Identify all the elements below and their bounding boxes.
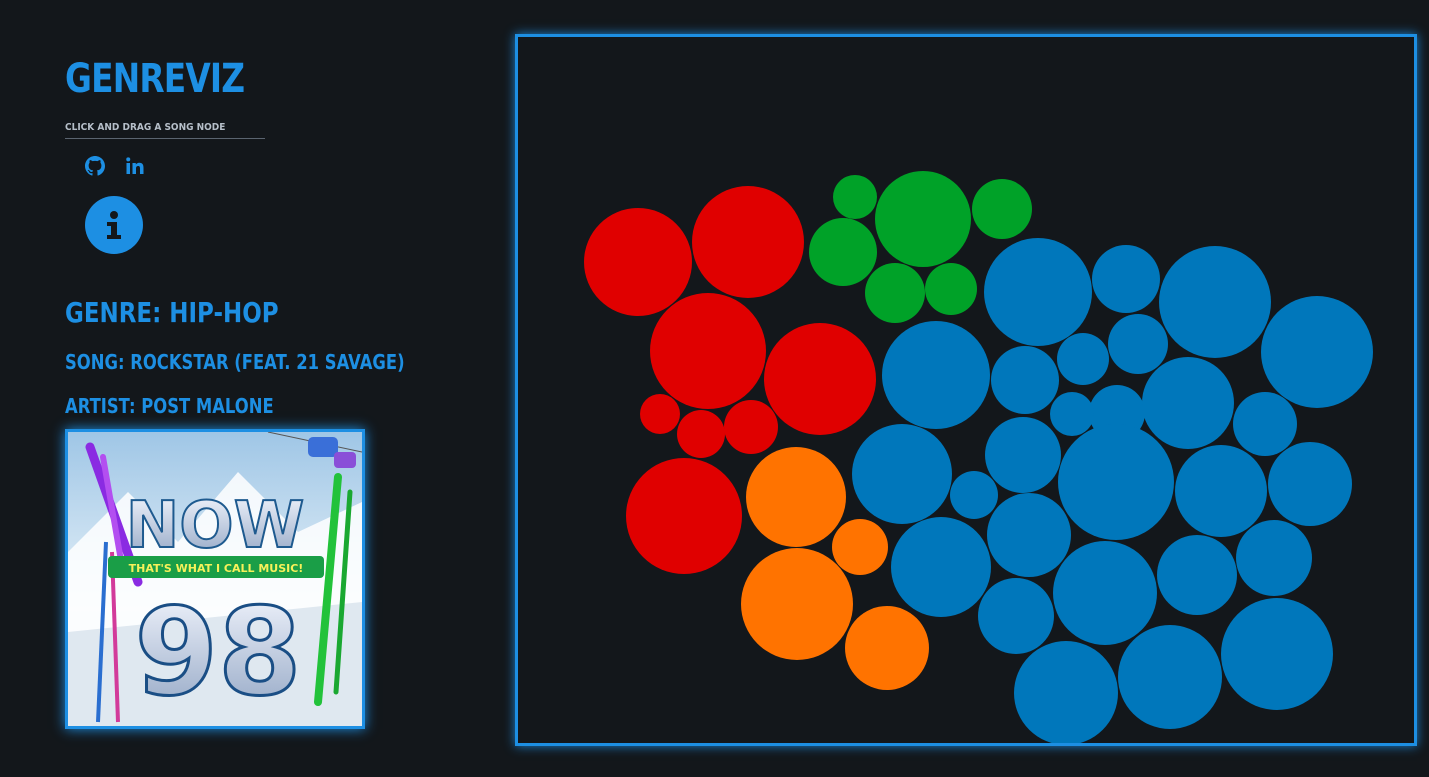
song-node-orange-group-2[interactable] (832, 519, 888, 575)
song-node-blue-group-2[interactable] (1092, 245, 1160, 313)
song-node-blue-group-10[interactable] (1142, 357, 1234, 449)
song-node-blue-group-11[interactable] (1233, 392, 1297, 456)
song-node-blue-group-8[interactable] (1108, 314, 1168, 374)
song-node-blue-group-6[interactable] (991, 346, 1059, 414)
song-node-orange-group-4[interactable] (845, 606, 929, 690)
song-node-green-group-1[interactable] (833, 175, 877, 219)
song-node-blue-group-7[interactable] (1057, 333, 1109, 385)
album-cover: NOW THAT'S WHAT I CALL MUSIC! 98 (65, 429, 365, 729)
linkedin-link[interactable] (125, 156, 145, 176)
song-node-blue-group-19[interactable] (891, 517, 991, 617)
song-node-blue-group-4[interactable] (1261, 296, 1373, 408)
bubble-chart-frame (515, 34, 1417, 746)
song-node-green-group-6[interactable] (925, 263, 977, 315)
song-node-green-group-5[interactable] (865, 263, 925, 323)
song-node-hip-hop-1[interactable] (584, 208, 692, 316)
svg-text:98: 98 (135, 584, 302, 723)
song-node-blue-group-14[interactable] (950, 471, 998, 519)
song-node-hip-hop-6[interactable] (677, 410, 725, 458)
song-node-blue-group-16[interactable] (1058, 424, 1174, 540)
instructions-subtitle: Click and drag a song node (65, 122, 265, 139)
song-label: Song: Rockstar (feat. 21 Savage) (65, 350, 405, 374)
song-node-orange-group-1[interactable] (746, 447, 846, 547)
song-node-blue-group-18[interactable] (1268, 442, 1352, 526)
song-node-green-group-3[interactable] (875, 171, 971, 267)
song-node-hip-hop-8[interactable] (626, 458, 742, 574)
song-node-blue-group-26[interactable] (1118, 625, 1222, 729)
artist-label: Artist: Post Malone (65, 394, 274, 418)
song-node-blue-group-24[interactable] (978, 578, 1054, 654)
song-node-hip-hop-4[interactable] (764, 323, 876, 435)
social-links (85, 156, 145, 176)
song-node-hip-hop-2[interactable] (692, 186, 804, 298)
sidebar: GenreViz Click and drag a song node Genr… (65, 0, 425, 777)
song-node-blue-group-17[interactable] (1175, 445, 1267, 537)
song-node-blue-group-5[interactable] (882, 321, 990, 429)
song-node-blue-group-22[interactable] (1157, 535, 1237, 615)
song-node-blue-group-25[interactable] (1014, 641, 1118, 743)
song-node-blue-group-20[interactable] (987, 493, 1071, 577)
song-node-blue-group-1[interactable] (984, 238, 1092, 346)
song-node-blue-group-3[interactable] (1159, 246, 1271, 358)
song-node-green-group-2[interactable] (809, 218, 877, 286)
song-node-hip-hop-7[interactable] (724, 400, 778, 454)
song-bubble-chart (584, 171, 1373, 743)
song-node-green-group-4[interactable] (972, 179, 1032, 239)
svg-text:NOW: NOW (126, 489, 305, 563)
info-button[interactable] (85, 196, 143, 254)
info-icon (107, 211, 121, 239)
song-node-hip-hop-5[interactable] (640, 394, 680, 434)
song-node-blue-group-13[interactable] (852, 424, 952, 524)
app-title: GenreViz (65, 56, 245, 102)
song-node-blue-group-15[interactable] (985, 417, 1061, 493)
song-node-orange-group-3[interactable] (741, 548, 853, 660)
github-link[interactable] (85, 156, 105, 176)
album-cover-art: NOW THAT'S WHAT I CALL MUSIC! 98 (68, 432, 362, 726)
svg-text:THAT'S WHAT I CALL MUSIC!: THAT'S WHAT I CALL MUSIC! (129, 562, 304, 575)
linkedin-icon (126, 157, 144, 174)
song-node-blue-group-21[interactable] (1053, 541, 1157, 645)
song-node-hip-hop-3[interactable] (650, 293, 766, 409)
genre-label: Genre: Hip-Hop (65, 296, 279, 329)
song-node-blue-group-12[interactable] (1050, 392, 1094, 436)
github-icon (85, 156, 105, 176)
song-node-blue-group-23[interactable] (1236, 520, 1312, 596)
song-node-blue-group-27[interactable] (1221, 598, 1333, 710)
